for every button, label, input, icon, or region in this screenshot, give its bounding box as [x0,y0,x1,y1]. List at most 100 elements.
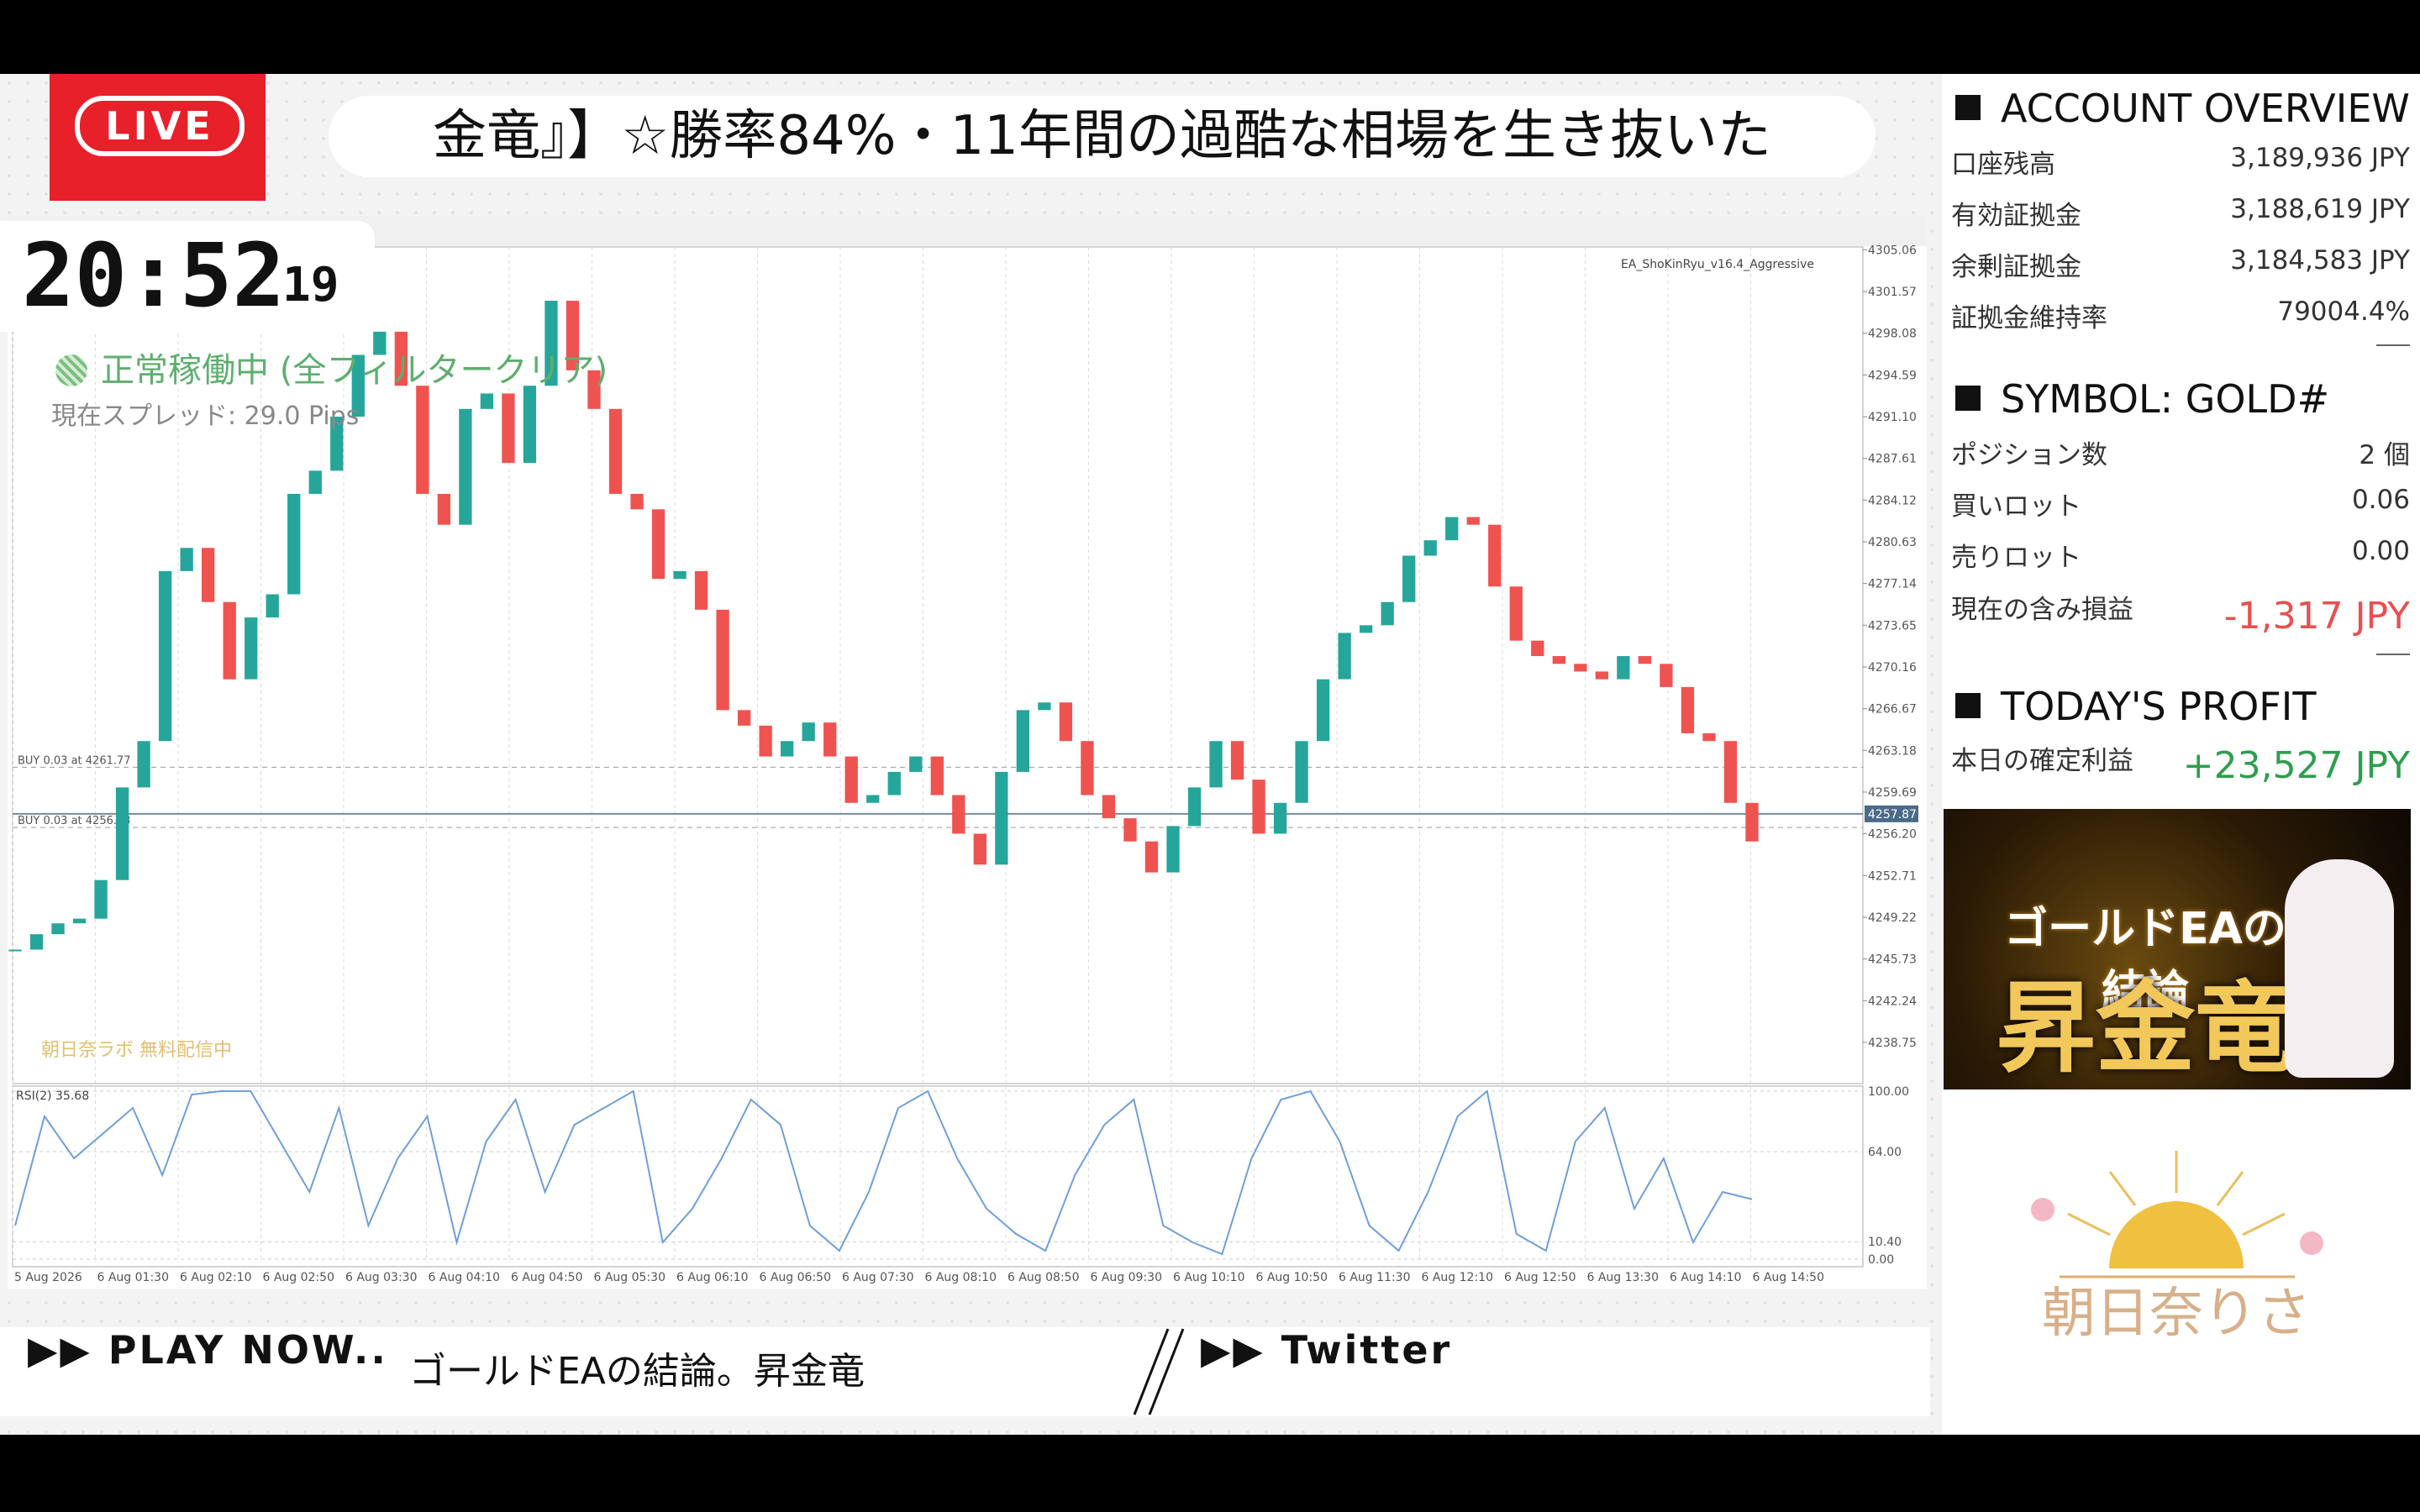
candle-body [887,771,901,795]
row-label: 有効証拠金 [1951,201,2081,231]
status-text: 正常稼働中 (全フィルタークリア) [101,351,608,390]
row-value: 79004.4% [2277,297,2410,327]
candle-body [781,741,794,757]
candle-body [459,408,472,525]
candle-body [587,370,601,409]
row-label: ポジション数 [1951,440,2107,470]
row-label: 証拠金維持率 [1951,303,2107,333]
candle-body [1509,586,1523,641]
candle-body [1531,640,1544,657]
candle-body [1209,741,1223,788]
candle-body [180,548,193,571]
candle-body [1574,664,1587,672]
time-label: 6 Aug 11:30 [1339,1271,1411,1284]
profit-heading: TODAY'S PROFIT [1955,684,2316,729]
row-value: 0.00 [2351,536,2410,566]
candle-body [266,594,279,618]
price-tick-label: 4298.08 [1868,328,1917,341]
time-label: 6 Aug 05:30 [594,1271,666,1284]
top-bar [0,0,2420,74]
candle-body [72,918,87,924]
price-tick-label: 4277.14 [1868,578,1917,591]
play-now: ▶▶ PLAY NOW.. [28,1327,388,1373]
profit-label: 本日の確定利益 [1951,746,2133,776]
time-label: 6 Aug 04:50 [511,1271,583,1284]
candle-body [1423,540,1437,556]
pl-value: -1,317 JPY [2223,595,2410,638]
candle-body [308,470,322,494]
divider [1133,1328,1185,1415]
account-heading: ACCOUNT OVERVIEW [1955,86,2410,131]
info-row: ポジション数 2 個 [1951,433,2410,471]
candle-body [1723,741,1738,803]
candle-body [1016,710,1030,772]
time-label: 6 Aug 03:30 [345,1271,418,1284]
candle-body [1617,656,1630,680]
candle-body [1338,633,1351,680]
candle-body [287,493,301,595]
price-tick-label: 4245.73 [1868,953,1917,967]
candle-body [866,795,880,803]
candle-body [1187,787,1202,827]
candle-body [1360,625,1373,633]
heading-text: SYMBOL: GOLD# [2001,376,2330,422]
candle-body [202,548,215,602]
info-row: 証拠金維持率 79004.4% [1951,297,2410,334]
price-tick-label: 4266.67 [1868,703,1917,717]
candle-body [1273,802,1287,834]
twitter-link[interactable]: ▶▶ Twitter [1201,1327,1453,1373]
candle-body [952,795,965,834]
time-label: 6 Aug 02:10 [180,1271,252,1284]
price-tick-label: 4256.20 [1868,828,1917,842]
candle-body [137,741,150,788]
symbol-heading: SYMBOL: GOLD# [1955,376,2329,422]
rsi-tick-label: 10.40 [1868,1236,1902,1249]
price-chart: 4305.06 4301.57 4298.08 4294.59 4291.10 4287.… [8,216,1927,1284]
candle-body [523,386,537,464]
candle-body [373,331,387,355]
candle-body [651,509,666,580]
candle-body [1144,841,1159,873]
heading-text: ACCOUNT OVERVIEW [2001,86,2410,131]
ea-banner: ゴールドEAの結論 昇金竜 [1944,809,2411,1089]
price-tick-label: 4284.12 [1868,494,1917,507]
candle-body [608,408,623,494]
price-tick-label: 4301.57 [1868,286,1917,299]
candle-body [29,934,44,950]
candle-body [1295,741,1308,803]
row-label: 買いロット [1951,491,2081,522]
clock-time: 20:52 [22,224,286,327]
candle-body [973,833,986,865]
info-row: 買いロット 0.06 [1951,485,2410,522]
rsi-tick-label: 64.00 [1868,1146,1902,1159]
candle-body [1081,741,1094,795]
logo-text: 朝日奈りさ [2042,1283,2311,1345]
time-label: 6 Aug 13:30 [1587,1271,1660,1284]
price-tick-label: 4249.22 [1868,911,1917,925]
stream-title: 金竜』】☆勝率84%・11年間の過酷な相場を生き抜いた [329,96,1876,177]
time-label: 6 Aug 01:30 [97,1271,170,1284]
candle-body [480,393,494,409]
time-label: 6 Aug 04:10 [429,1271,501,1284]
row-value: 3,188,619 JPY [2230,194,2410,224]
price-tick-label: 4242.24 [1868,995,1917,1008]
current-price-box [1865,805,1918,822]
candle-body [716,609,729,711]
candle-body [502,393,515,464]
candle-body [8,949,22,952]
profit-value: +23,527 JPY [2182,744,2410,787]
candle-body [802,722,815,742]
candle-body [416,386,429,494]
candle-body [1638,656,1652,664]
profit-row: 本日の確定利益 +23,527 JPY [1951,739,2410,787]
order-label: BUY 0.03 at 4261.77 [18,754,131,767]
order-label: BUY 0.03 at 4256.73 [18,815,131,827]
candle-body [566,301,580,370]
mascot [2285,859,2394,1078]
clock-seconds: 19 [282,258,339,312]
time-label: 6 Aug 06:10 [676,1271,749,1284]
row-value: 0.06 [2351,485,2410,515]
bottom-bar [0,1435,2420,1512]
candle-body [1466,517,1480,525]
ea-status: 正常稼働中 (全フィルタークリア) [55,343,608,391]
